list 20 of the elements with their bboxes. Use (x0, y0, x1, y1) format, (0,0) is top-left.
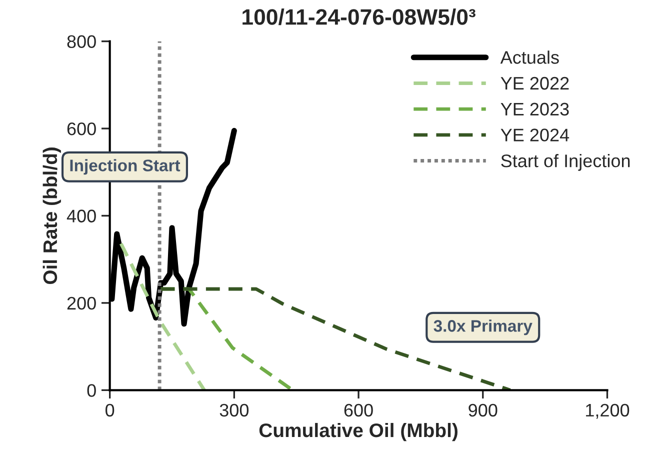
x-tick-label: 300 (220, 404, 249, 417)
annotation: 3.0x Primary (434, 320, 532, 336)
x-tick-label: 1,200 (586, 404, 630, 419)
x-tick-label: 600 (344, 404, 373, 417)
y-tick-label: 400 (66, 210, 96, 222)
annotation: Injection Start (70, 159, 180, 175)
y-tick-label: 200 (67, 296, 96, 310)
legend-label: YE 2022 (500, 76, 569, 90)
y-tick-label: 0 (87, 384, 96, 397)
x-axis-title: Cumulative Oil (Mbbl) (259, 422, 458, 442)
x-tick-label: 0 (106, 404, 114, 417)
y-tick-label: 800 (67, 35, 96, 48)
legend-label: Start of Injection (501, 154, 630, 171)
chart-title: 100/11-24-076-08W5/0³ (242, 8, 476, 26)
x-tick-label: 900 (468, 404, 498, 417)
legend-label: YE 2024 (500, 128, 570, 142)
legend-label: YE 2023 (500, 102, 569, 116)
y-axis-title: Oil Rate (bbl/d) (42, 148, 61, 284)
y-tick-label: 600 (67, 122, 96, 136)
legend-label: Actuals (500, 50, 559, 64)
